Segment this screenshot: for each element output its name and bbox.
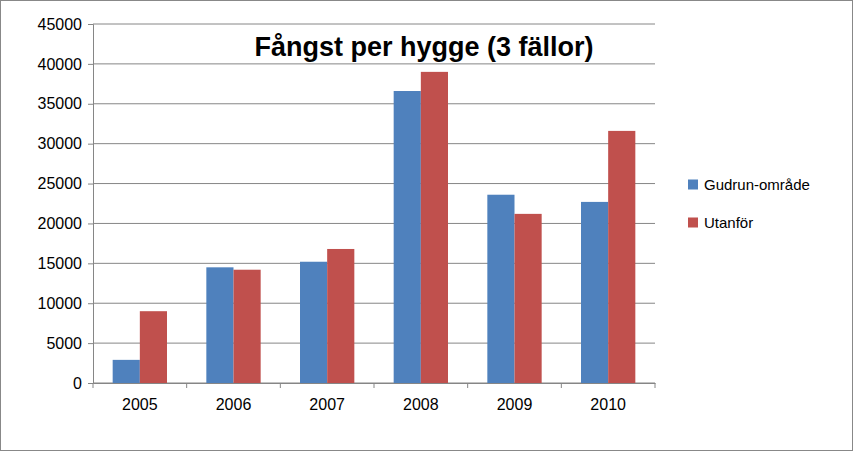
bar: [327, 249, 354, 383]
bar: [140, 311, 167, 383]
bar: [113, 360, 140, 383]
grid-line: [93, 103, 655, 104]
bar: [300, 262, 327, 383]
y-tick: 30000: [38, 135, 94, 152]
y-tick-label: 35000: [38, 95, 83, 112]
x-tick-label: 2010: [590, 396, 626, 413]
y-tick-mark: [88, 144, 93, 145]
y-tick-label: 40000: [38, 56, 83, 73]
y-tick-label: 20000: [38, 215, 83, 232]
chart: 0 5000 10000 15000 20000 25000 30000 35000 40000…: [0, 0, 853, 451]
y-tick-mark: [88, 263, 93, 264]
y-tick-mark: [88, 104, 93, 105]
grid-line: [93, 183, 655, 184]
x-tick: 2008: [403, 383, 439, 413]
y-tick: 15000: [38, 255, 94, 272]
y-tick-label: 5000: [46, 335, 82, 352]
y-tick-mark: [88, 303, 93, 304]
x-tick-label: 2005: [122, 396, 158, 413]
y-tick: 25000: [38, 175, 94, 192]
y-tick: 5000: [46, 335, 93, 352]
bar: [394, 91, 421, 383]
bar: [487, 195, 514, 383]
x-tick: 2010: [590, 383, 626, 413]
y-tick-label: 45000: [38, 16, 83, 33]
bars: [113, 72, 636, 383]
bar: [234, 270, 261, 383]
x-axis: 2005 2006 2007 2008 2009 2010: [94, 383, 656, 413]
legend-label: Gudrun-område: [704, 176, 810, 193]
x-separator: [186, 383, 187, 388]
x-tick-label: 2009: [497, 396, 533, 413]
y-tick: 20000: [38, 215, 94, 232]
y-tick-label: 15000: [38, 255, 83, 272]
title: Fångst per hygge (3 fällor): [254, 32, 593, 62]
y-tick-mark: [88, 184, 93, 185]
grid-line: [93, 263, 655, 264]
x-separators: [93, 383, 655, 388]
bar: [581, 202, 608, 383]
bar: [206, 267, 233, 383]
bar: [515, 214, 542, 383]
bar: [421, 72, 448, 383]
x-tick: 2009: [497, 383, 533, 413]
x-separator: [374, 383, 375, 388]
grid-line: [93, 343, 655, 344]
y-tick-label: 30000: [38, 135, 83, 152]
y-axis-line: [88, 25, 94, 384]
y-tick: 0: [73, 375, 93, 392]
grid-line: [93, 303, 655, 304]
grid: [93, 24, 655, 383]
x-separator: [467, 383, 468, 388]
y-tick-label: 25000: [38, 175, 83, 192]
y-tick-mark: [88, 343, 93, 344]
y-tick: 10000: [38, 295, 94, 312]
background: [1, 1, 853, 451]
x-tick-label: 2008: [403, 396, 439, 413]
legend-swatch: [688, 180, 698, 190]
y-tick: 35000: [38, 95, 94, 112]
x-tick: 2006: [216, 383, 252, 413]
x-tick: 2007: [309, 383, 345, 413]
y-tick: 40000: [38, 56, 94, 73]
y-tick-mark: [88, 24, 93, 25]
plot: 0 5000 10000 15000 20000 25000 30000 35000 40000…: [38, 16, 656, 414]
x-tick-label: 2007: [309, 396, 345, 413]
y-tick-label: 10000: [38, 295, 83, 312]
x-separator: [655, 383, 656, 388]
x-separator: [93, 383, 94, 388]
x-tick-label: 2006: [216, 396, 252, 413]
grid-line: [93, 63, 655, 64]
y-tick-mark: [88, 383, 93, 384]
grid-line: [93, 24, 655, 25]
legend-label: Utanför: [704, 214, 753, 231]
y-tick-label: 0: [73, 375, 82, 392]
grid-line: [93, 223, 655, 224]
y-tick: 45000: [38, 16, 94, 33]
legend: Gudrun-område Utanför: [688, 176, 810, 231]
y-axis: 0 5000 10000 15000 20000 25000 30000 35000 40000…: [38, 16, 94, 392]
x-tick: 2005: [122, 383, 158, 413]
x-separator: [280, 383, 281, 388]
bar: [608, 131, 635, 383]
x-separator: [561, 383, 562, 388]
y-tick-mark: [88, 64, 93, 65]
grid-line: [93, 143, 655, 144]
legend-swatch: [688, 218, 698, 228]
y-tick-mark: [88, 223, 93, 224]
